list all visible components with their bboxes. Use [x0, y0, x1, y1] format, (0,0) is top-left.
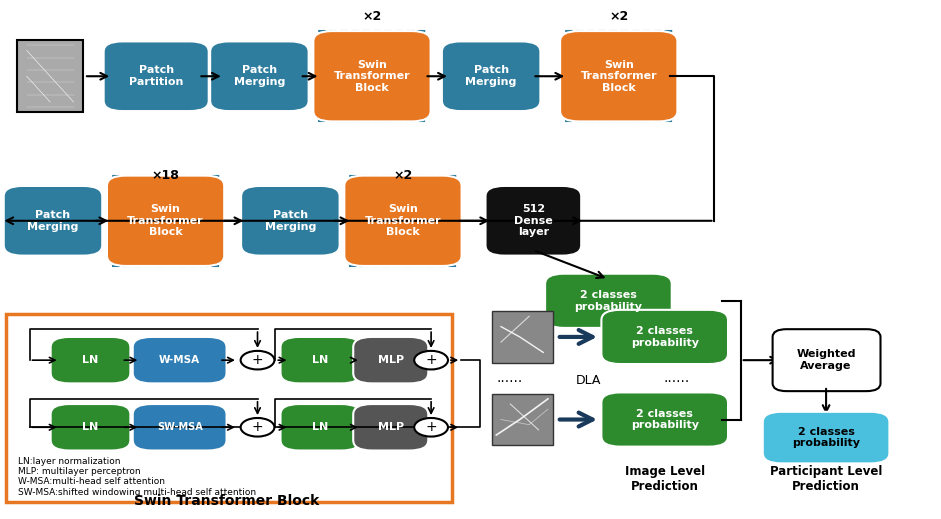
FancyBboxPatch shape	[545, 274, 672, 328]
FancyBboxPatch shape	[601, 310, 728, 364]
Text: ......: ......	[663, 371, 690, 385]
Text: 2 classes
probability: 2 classes probability	[574, 290, 643, 311]
Circle shape	[414, 351, 448, 370]
Text: 2 classes
probability: 2 classes probability	[792, 427, 860, 448]
Circle shape	[241, 351, 275, 370]
FancyBboxPatch shape	[313, 31, 431, 121]
FancyBboxPatch shape	[133, 404, 227, 450]
FancyBboxPatch shape	[344, 175, 462, 266]
Text: Patch
Merging: Patch Merging	[264, 210, 316, 231]
FancyBboxPatch shape	[4, 186, 103, 256]
FancyBboxPatch shape	[51, 404, 131, 450]
Text: Swin Transformer Block: Swin Transformer Block	[134, 494, 319, 508]
Text: Participant Level
Prediction: Participant Level Prediction	[770, 465, 883, 493]
FancyBboxPatch shape	[353, 404, 428, 450]
FancyBboxPatch shape	[107, 175, 224, 266]
Text: 512
Dense
layer: 512 Dense layer	[514, 204, 552, 237]
FancyBboxPatch shape	[491, 311, 552, 363]
Text: Patch
Merging: Patch Merging	[233, 65, 285, 87]
FancyBboxPatch shape	[442, 42, 540, 111]
Text: ......: ......	[497, 371, 523, 385]
FancyBboxPatch shape	[280, 404, 360, 450]
Text: MLP: MLP	[377, 355, 404, 365]
Text: Swin
Transformer
Block: Swin Transformer Block	[127, 204, 204, 237]
Text: SW-MSA: SW-MSA	[157, 422, 202, 432]
FancyBboxPatch shape	[353, 337, 428, 384]
Text: Patch
Partition: Patch Partition	[129, 65, 183, 87]
FancyBboxPatch shape	[763, 412, 889, 463]
Text: +: +	[425, 353, 437, 367]
FancyBboxPatch shape	[17, 40, 83, 113]
FancyBboxPatch shape	[241, 186, 340, 256]
FancyBboxPatch shape	[6, 313, 452, 502]
FancyBboxPatch shape	[560, 31, 678, 121]
FancyBboxPatch shape	[601, 392, 728, 447]
Text: 2 classes
probability: 2 classes probability	[630, 326, 699, 348]
Text: +: +	[251, 353, 263, 367]
Text: Swin
Transformer
Block: Swin Transformer Block	[581, 60, 657, 93]
Text: 2 classes
probability: 2 classes probability	[630, 409, 699, 430]
Circle shape	[241, 418, 275, 436]
Circle shape	[414, 418, 448, 436]
Text: Swin
Transformer
Block: Swin Transformer Block	[364, 204, 441, 237]
Text: LN:layer normalization
MLP: multilayer perceptron
W-MSA:multi-head self attentio: LN:layer normalization MLP: multilayer p…	[18, 457, 256, 497]
FancyBboxPatch shape	[133, 337, 227, 384]
Text: MLP: MLP	[377, 422, 404, 432]
Text: Weighted
Average: Weighted Average	[796, 349, 855, 371]
FancyBboxPatch shape	[491, 394, 552, 445]
Text: ×2: ×2	[393, 169, 412, 182]
FancyBboxPatch shape	[773, 329, 881, 391]
FancyBboxPatch shape	[51, 337, 131, 384]
FancyBboxPatch shape	[280, 337, 360, 384]
Text: ×2: ×2	[362, 10, 382, 23]
Text: LN: LN	[83, 355, 99, 365]
Text: DLA: DLA	[576, 374, 601, 387]
Text: +: +	[425, 420, 437, 434]
Text: Patch
Merging: Patch Merging	[27, 210, 79, 231]
Text: LN: LN	[312, 355, 328, 365]
Text: +: +	[251, 420, 263, 434]
Text: LN: LN	[312, 422, 328, 432]
Text: Image Level
Prediction: Image Level Prediction	[625, 465, 705, 493]
FancyBboxPatch shape	[486, 186, 582, 256]
Text: Swin
Transformer
Block: Swin Transformer Block	[334, 60, 410, 93]
Text: LN: LN	[83, 422, 99, 432]
Text: W-MSA: W-MSA	[159, 355, 200, 365]
Text: Patch
Merging: Patch Merging	[466, 65, 517, 87]
Text: ×2: ×2	[609, 10, 629, 23]
Text: ×18: ×18	[152, 169, 180, 182]
FancyBboxPatch shape	[210, 42, 309, 111]
FancyBboxPatch shape	[104, 42, 209, 111]
